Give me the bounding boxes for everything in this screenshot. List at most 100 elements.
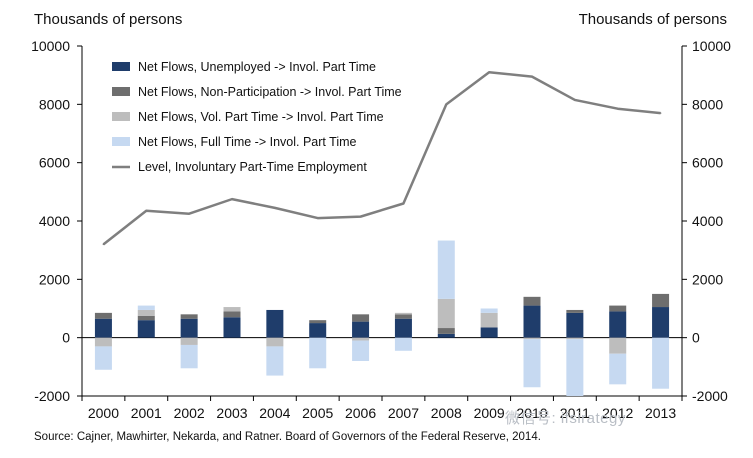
bar-segment-2 (394, 314, 412, 319)
left-tick-label: 0 (62, 330, 70, 346)
bar-segment-3 (266, 337, 284, 347)
bar-segment-4 (652, 337, 670, 389)
left-tick-label: -2000 (34, 388, 70, 404)
level-point (145, 209, 148, 212)
level-point (402, 202, 405, 205)
x-tick-label: 2009 (474, 405, 505, 421)
bar-segment-2 (309, 320, 327, 324)
bar-segment-4 (523, 339, 541, 388)
bar-segment-2 (94, 312, 112, 319)
x-tick-label: 2013 (645, 405, 676, 421)
bar-segment-1 (480, 327, 498, 338)
x-tick-label: 2000 (88, 405, 119, 421)
bar-segment-4 (180, 344, 198, 369)
level-point (316, 217, 319, 219)
bar-segment-1 (352, 321, 370, 338)
left-tick-label: 10000 (31, 38, 70, 54)
right-tick-label: 6000 (692, 155, 723, 171)
right-tick-label: 8000 (692, 96, 723, 112)
legend-label-4: Net Flows, Full Time -> Invol. Part Time (138, 135, 357, 149)
bar-segment-1 (437, 333, 455, 338)
watermark: 微信号: ifsirategy (505, 410, 626, 427)
level-point (188, 212, 190, 215)
x-tick-label: 2002 (174, 405, 205, 421)
level-point (659, 112, 662, 114)
bar-segment-1 (266, 309, 284, 338)
bar-segment-3 (480, 312, 498, 328)
level-point (531, 75, 533, 78)
bar-segment-4 (609, 353, 627, 385)
left-axis-title: Thousands of persons (34, 11, 183, 28)
level-line (102, 71, 661, 246)
legend-label-line: Level, Involuntary Part-Time Employment (138, 160, 367, 174)
bar-segment-4 (480, 308, 498, 313)
bar-segment-3 (180, 337, 198, 345)
bar-segment-4 (266, 346, 284, 376)
x-tick-label: 2008 (431, 405, 462, 421)
bar-segment-2 (566, 309, 584, 313)
right-tick-label: -2000 (692, 388, 728, 404)
bar-segment-1 (309, 323, 327, 338)
left-tick-label: 4000 (39, 213, 70, 229)
x-tick-label: 2005 (302, 405, 333, 421)
bar-segment-1 (394, 318, 412, 338)
bar-segment-4 (394, 337, 412, 351)
left-tick-label: 2000 (39, 271, 70, 287)
x-tick-label: 2007 (388, 405, 419, 421)
bar-segment-2 (180, 314, 198, 319)
bar-segment-4 (94, 346, 112, 370)
legend-label-2: Net Flows, Non-Participation -> Invol. P… (138, 85, 402, 99)
legend-swatch-2 (112, 87, 130, 96)
bar-segment-1 (523, 305, 541, 338)
bar-segment-4 (566, 339, 584, 396)
bar-segment-3 (352, 337, 370, 341)
bar-segment-1 (94, 318, 112, 338)
level-point (616, 107, 619, 110)
bar-segment-1 (137, 320, 155, 338)
x-tick-label: 2001 (131, 405, 162, 421)
level-point (359, 215, 362, 218)
x-tick-label: 2006 (345, 405, 376, 421)
legend-swatch-3 (112, 112, 130, 121)
bar-segment-4 (309, 337, 327, 369)
level-point (102, 243, 105, 246)
level-point (274, 207, 276, 209)
bar-segment-1 (609, 311, 627, 338)
bar-segment-3 (394, 312, 412, 315)
legend-swatch-4 (112, 137, 130, 146)
bar-segment-1 (180, 318, 198, 338)
bar-segment-3 (137, 309, 155, 316)
legend-label-3: Net Flows, Vol. Part Time -> Invol. Part… (138, 110, 384, 124)
bar-segment-3 (94, 337, 112, 347)
bar-segment-4 (137, 305, 155, 310)
legend-swatch-1 (112, 62, 130, 71)
bar-segment-3 (523, 337, 541, 340)
bar-segment-3 (566, 337, 584, 340)
right-tick-label: 2000 (692, 271, 723, 287)
x-tick-label: 2011 (560, 405, 590, 421)
level-point (231, 198, 233, 200)
bar-segment-4 (352, 340, 370, 361)
bar-segment-3 (223, 307, 241, 312)
bar-segment-2 (223, 311, 241, 318)
right-tick-label: 10000 (692, 38, 731, 54)
bar-segment-3 (437, 298, 455, 329)
bar-segment-1 (652, 307, 670, 338)
legend-label-1: Net Flows, Unemployed -> Invol. Part Tim… (138, 60, 376, 74)
x-tick-label: 2003 (216, 405, 247, 421)
right-tick-label: 0 (692, 330, 700, 346)
right-tick-label: 4000 (692, 213, 723, 229)
x-tick-label: 2012 (602, 405, 633, 421)
level-point (445, 103, 448, 106)
left-tick-label: 6000 (39, 155, 70, 171)
x-tick-label: 2010 (516, 405, 547, 421)
left-tick-label: 8000 (39, 96, 70, 112)
bar-segment-4 (437, 240, 455, 299)
source-note: Source: Cajner, Mawhirter, Nekarda, and … (34, 431, 541, 443)
bar-segment-3 (609, 337, 627, 354)
bar-segment-2 (609, 305, 627, 312)
level-point (488, 71, 490, 74)
bar-segment-2 (137, 315, 155, 321)
level-point (574, 99, 576, 101)
